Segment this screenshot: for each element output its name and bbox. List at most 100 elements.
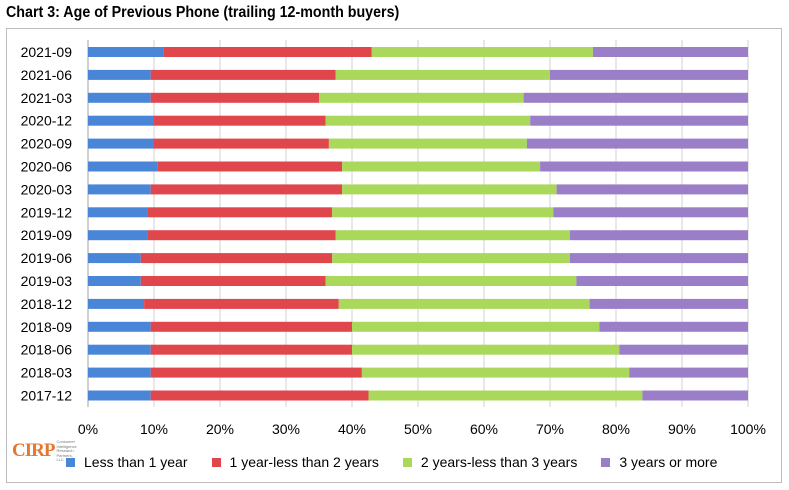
legend-label: 1 year-less than 2 years bbox=[229, 454, 379, 470]
legend-swatch bbox=[211, 457, 221, 467]
y-tick-label: 2019-03 bbox=[21, 273, 73, 289]
bar-segment bbox=[619, 344, 748, 355]
legend: Less than 1 year 1 year-less than 2 years… bbox=[66, 454, 741, 470]
bar-segment bbox=[157, 161, 343, 172]
bar-segment bbox=[530, 115, 748, 126]
y-tick-label: 2020-06 bbox=[21, 159, 73, 175]
bar-segment bbox=[88, 253, 141, 264]
bar-segment bbox=[88, 138, 154, 149]
bar-segment bbox=[144, 298, 339, 309]
y-tick-label: 2021-03 bbox=[21, 90, 73, 106]
bar-segment bbox=[332, 253, 570, 264]
y-tick-label: 2018-12 bbox=[21, 296, 73, 312]
bar-segment bbox=[147, 230, 336, 241]
x-tick-label: 80% bbox=[602, 421, 630, 437]
y-tick-label: 2021-09 bbox=[21, 44, 73, 60]
y-tick-label: 2018-06 bbox=[21, 342, 73, 358]
bar-segment bbox=[342, 184, 557, 195]
bar-segment bbox=[335, 230, 570, 241]
y-tick-label: 2019-12 bbox=[21, 204, 73, 220]
y-tick-label: 2018-03 bbox=[21, 365, 73, 381]
bar-segment bbox=[550, 69, 748, 80]
cirp-logo: CIRP Consumer Intelligence Research Part… bbox=[12, 439, 80, 463]
bar-segment bbox=[540, 161, 748, 172]
bar-segment bbox=[599, 321, 748, 332]
bar-segment bbox=[88, 47, 164, 57]
x-tick-label: 10% bbox=[140, 421, 168, 437]
bar-segment bbox=[140, 253, 333, 264]
bar-segment bbox=[335, 69, 550, 80]
x-tick-label: 70% bbox=[536, 421, 564, 437]
x-tick-label: 90% bbox=[668, 421, 696, 437]
bar-segment bbox=[88, 321, 151, 332]
bar-segment bbox=[352, 344, 620, 355]
bar-segment bbox=[154, 138, 329, 149]
bar-segment bbox=[150, 367, 362, 378]
legend-swatch bbox=[66, 457, 75, 467]
bar-segment bbox=[576, 276, 748, 286]
y-tick-label: 2017-12 bbox=[21, 388, 73, 404]
bar-segment bbox=[88, 161, 158, 172]
x-tick-label: 0% bbox=[78, 421, 98, 437]
bar-segment bbox=[569, 230, 748, 241]
bar-segment bbox=[526, 138, 748, 149]
y-tick-label: 2018-09 bbox=[21, 319, 73, 335]
bar-segment bbox=[592, 47, 748, 57]
bar-segment bbox=[368, 390, 643, 401]
bar-segment bbox=[140, 276, 326, 286]
legend-item: 2 years-less than 3 years bbox=[402, 454, 578, 470]
legend-label: 2 years-less than 3 years bbox=[420, 454, 578, 470]
cirp-logo-mark: CIRP bbox=[12, 440, 55, 462]
bar-segment bbox=[361, 367, 630, 378]
y-tick-label: 2020-09 bbox=[21, 136, 73, 152]
bar-segment bbox=[150, 344, 352, 355]
legend-swatch bbox=[601, 457, 611, 467]
y-tick-label: 2020-03 bbox=[21, 181, 73, 197]
bar-segment bbox=[553, 207, 748, 218]
bar-segment bbox=[352, 321, 600, 332]
bar-segment bbox=[523, 92, 748, 103]
bar-segment bbox=[88, 184, 151, 195]
cirp-logo-subtext: Consumer Intelligence Research Partners,… bbox=[56, 439, 77, 462]
bar-segment bbox=[163, 47, 372, 57]
bar-segment bbox=[325, 115, 531, 126]
bar-segment bbox=[88, 276, 141, 286]
bar-segment bbox=[569, 253, 748, 264]
chart-frame bbox=[6, 28, 782, 483]
y-tick-label: 2019-09 bbox=[21, 227, 73, 243]
bar-segment bbox=[150, 184, 343, 195]
bar-segment bbox=[88, 344, 151, 355]
legend-label: 3 years or more bbox=[619, 454, 718, 470]
legend-item: 3 years or more bbox=[601, 454, 717, 470]
bar-segment bbox=[147, 207, 333, 218]
legend-swatch bbox=[402, 457, 412, 467]
bar-segment bbox=[88, 230, 148, 241]
x-tick-label: 30% bbox=[272, 421, 300, 437]
bar-segment bbox=[342, 161, 541, 172]
bar-segment bbox=[88, 69, 151, 80]
bar-segment bbox=[629, 367, 748, 378]
bar-segment bbox=[88, 92, 151, 103]
x-tick-label: 40% bbox=[338, 421, 366, 437]
x-tick-label: 20% bbox=[206, 421, 234, 437]
bar-segment bbox=[88, 115, 154, 126]
y-tick-label: 2019-06 bbox=[21, 250, 73, 266]
chart-title: Chart 3: Age of Previous Phone (trailing… bbox=[6, 4, 400, 21]
x-tick-label: 100% bbox=[730, 421, 766, 437]
x-tick-label: 50% bbox=[404, 421, 432, 437]
x-tick-label: 60% bbox=[470, 421, 498, 437]
bar-segment bbox=[332, 207, 554, 218]
bar-segment bbox=[325, 276, 577, 286]
legend-label: Less than 1 year bbox=[84, 454, 188, 470]
bar-segment bbox=[88, 298, 145, 309]
bar-segment bbox=[154, 115, 326, 126]
legend-item: Less than 1 year bbox=[66, 454, 188, 470]
bar-segment bbox=[150, 390, 369, 401]
bar-segment bbox=[328, 138, 527, 149]
bar-segment bbox=[589, 298, 748, 309]
bar-segment bbox=[150, 92, 319, 103]
bar-segment bbox=[338, 298, 590, 309]
bar-segment bbox=[150, 69, 336, 80]
bar-segment bbox=[88, 390, 151, 401]
